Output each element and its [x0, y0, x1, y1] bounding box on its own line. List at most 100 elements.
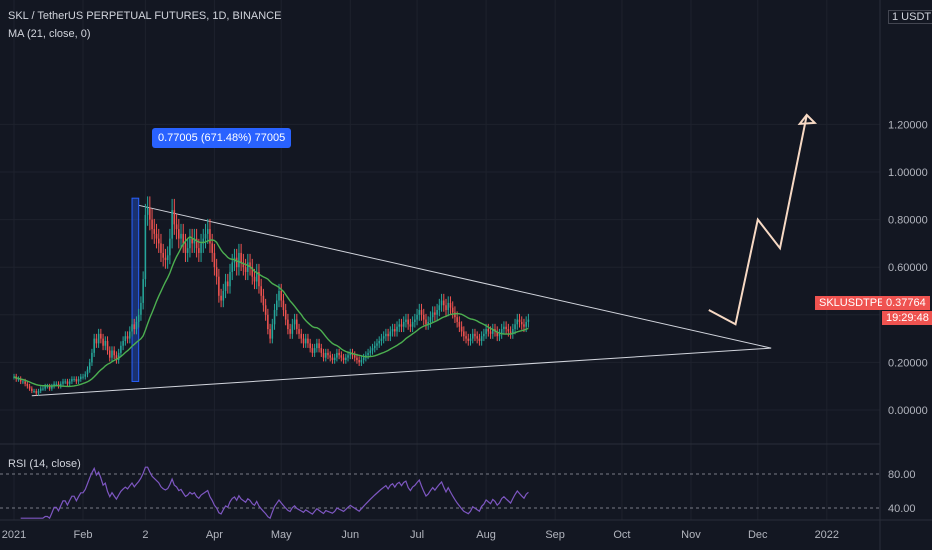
- candle-body: [255, 271, 258, 282]
- candle-body: [195, 238, 198, 249]
- candle-body: [204, 233, 207, 239]
- candle-body: [416, 314, 418, 320]
- candle-body: [206, 229, 209, 234]
- candle-body: [516, 319, 519, 325]
- candle-body: [420, 310, 423, 315]
- candle-body: [478, 338, 481, 341]
- candle-body: [106, 340, 109, 351]
- candle-body: [77, 379, 80, 382]
- candle-body: [238, 252, 240, 268]
- time-tick-label: Jul: [410, 529, 424, 541]
- candle-body: [75, 379, 78, 382]
- candle-body: [358, 360, 360, 363]
- candle-body: [269, 329, 271, 339]
- candle-body: [149, 207, 151, 220]
- candle-body: [427, 321, 429, 325]
- candle-body: [17, 379, 20, 381]
- candle-body: [251, 267, 254, 277]
- candle-body: [46, 386, 49, 388]
- candle-body: [33, 390, 35, 392]
- candle-body: [260, 286, 262, 296]
- candle-body: [189, 238, 191, 249]
- candle-body: [387, 333, 389, 337]
- price-range-measure-label: 0.77005 (671.48%) 77005: [152, 128, 292, 148]
- candle-body: [333, 357, 336, 361]
- candle-body: [42, 388, 44, 390]
- candle-body: [445, 305, 447, 311]
- time-tick-label: Oct: [613, 529, 630, 541]
- candle-body: [44, 386, 46, 389]
- candle-body: [298, 329, 300, 334]
- candle-body: [146, 207, 149, 215]
- candle-body: [480, 336, 483, 341]
- candle-body: [175, 224, 178, 230]
- candle-body: [463, 331, 465, 337]
- time-tick-label: May: [271, 529, 292, 541]
- candle-body: [471, 333, 474, 339]
- candle-body: [518, 319, 521, 322]
- rsi-line: [20, 466, 529, 520]
- candle-body: [485, 329, 487, 334]
- candle-body: [407, 319, 409, 325]
- candle-body: [318, 343, 320, 349]
- candle-body: [309, 343, 311, 349]
- candle-body: [454, 312, 456, 318]
- lower-trendline: [31, 347, 772, 397]
- candle-body: [242, 262, 245, 268]
- candle-body: [280, 291, 283, 301]
- candle-body: [483, 333, 485, 337]
- ma-indicator-label[interactable]: MA (21, close, 0): [8, 28, 91, 40]
- candle-body: [104, 340, 107, 346]
- candle-body: [422, 314, 425, 320]
- rsi-indicator-label[interactable]: RSI (14, close): [8, 458, 81, 470]
- candle-body: [360, 360, 363, 363]
- candle-body: [400, 324, 403, 327]
- symbol-title[interactable]: SKL / TetherUS PERPETUAL FUTURES, 1D, BI…: [8, 10, 282, 22]
- candle-body: [218, 276, 220, 296]
- candle-body: [320, 348, 323, 353]
- time-tick-label: 2022: [815, 529, 839, 541]
- time-tick-label: Apr: [206, 529, 223, 541]
- candle-body: [356, 357, 358, 361]
- candle-body: [153, 229, 156, 234]
- rsi-tick-label: 40.00: [888, 503, 916, 515]
- candle-body: [291, 324, 294, 334]
- candle-body: [313, 348, 316, 353]
- candle-body: [440, 300, 443, 306]
- candle-body: [349, 352, 352, 356]
- candle-body: [382, 336, 385, 339]
- candle-body: [229, 271, 231, 287]
- candle-body: [180, 233, 182, 239]
- candle-body: [302, 338, 305, 344]
- candle-body: [231, 262, 234, 272]
- candle-body: [200, 243, 202, 253]
- candle-body: [378, 340, 380, 344]
- projection-arrowhead: [797, 113, 818, 126]
- candle-body: [182, 233, 185, 244]
- candle-body: [258, 271, 260, 287]
- candle-body: [296, 319, 298, 330]
- candle-body: [362, 357, 365, 361]
- candle-body: [336, 352, 338, 358]
- candle-body: [37, 390, 40, 394]
- candle-body: [275, 300, 278, 311]
- candle-body: [509, 331, 512, 334]
- candle-body: [35, 390, 38, 394]
- candle-body: [304, 338, 307, 344]
- candle-body: [353, 355, 356, 358]
- candle-body: [66, 381, 69, 384]
- currency-button[interactable]: 1 USDT: [888, 10, 932, 24]
- candle-body: [447, 302, 450, 311]
- candle-body: [340, 355, 343, 358]
- candles-layer: [13, 196, 530, 396]
- candle-body: [135, 321, 138, 330]
- candle-body: [402, 321, 405, 327]
- candle-body: [367, 352, 369, 356]
- candle-body: [458, 321, 461, 327]
- time-axis[interactable]: 2021 Feb 2 Apr May Jun Jul Aug Sep Oct Nov Dec 2022: [2, 529, 839, 541]
- candle-body: [371, 348, 374, 351]
- candle-body: [253, 276, 256, 282]
- candle-body: [235, 257, 238, 268]
- candle-body: [86, 369, 89, 375]
